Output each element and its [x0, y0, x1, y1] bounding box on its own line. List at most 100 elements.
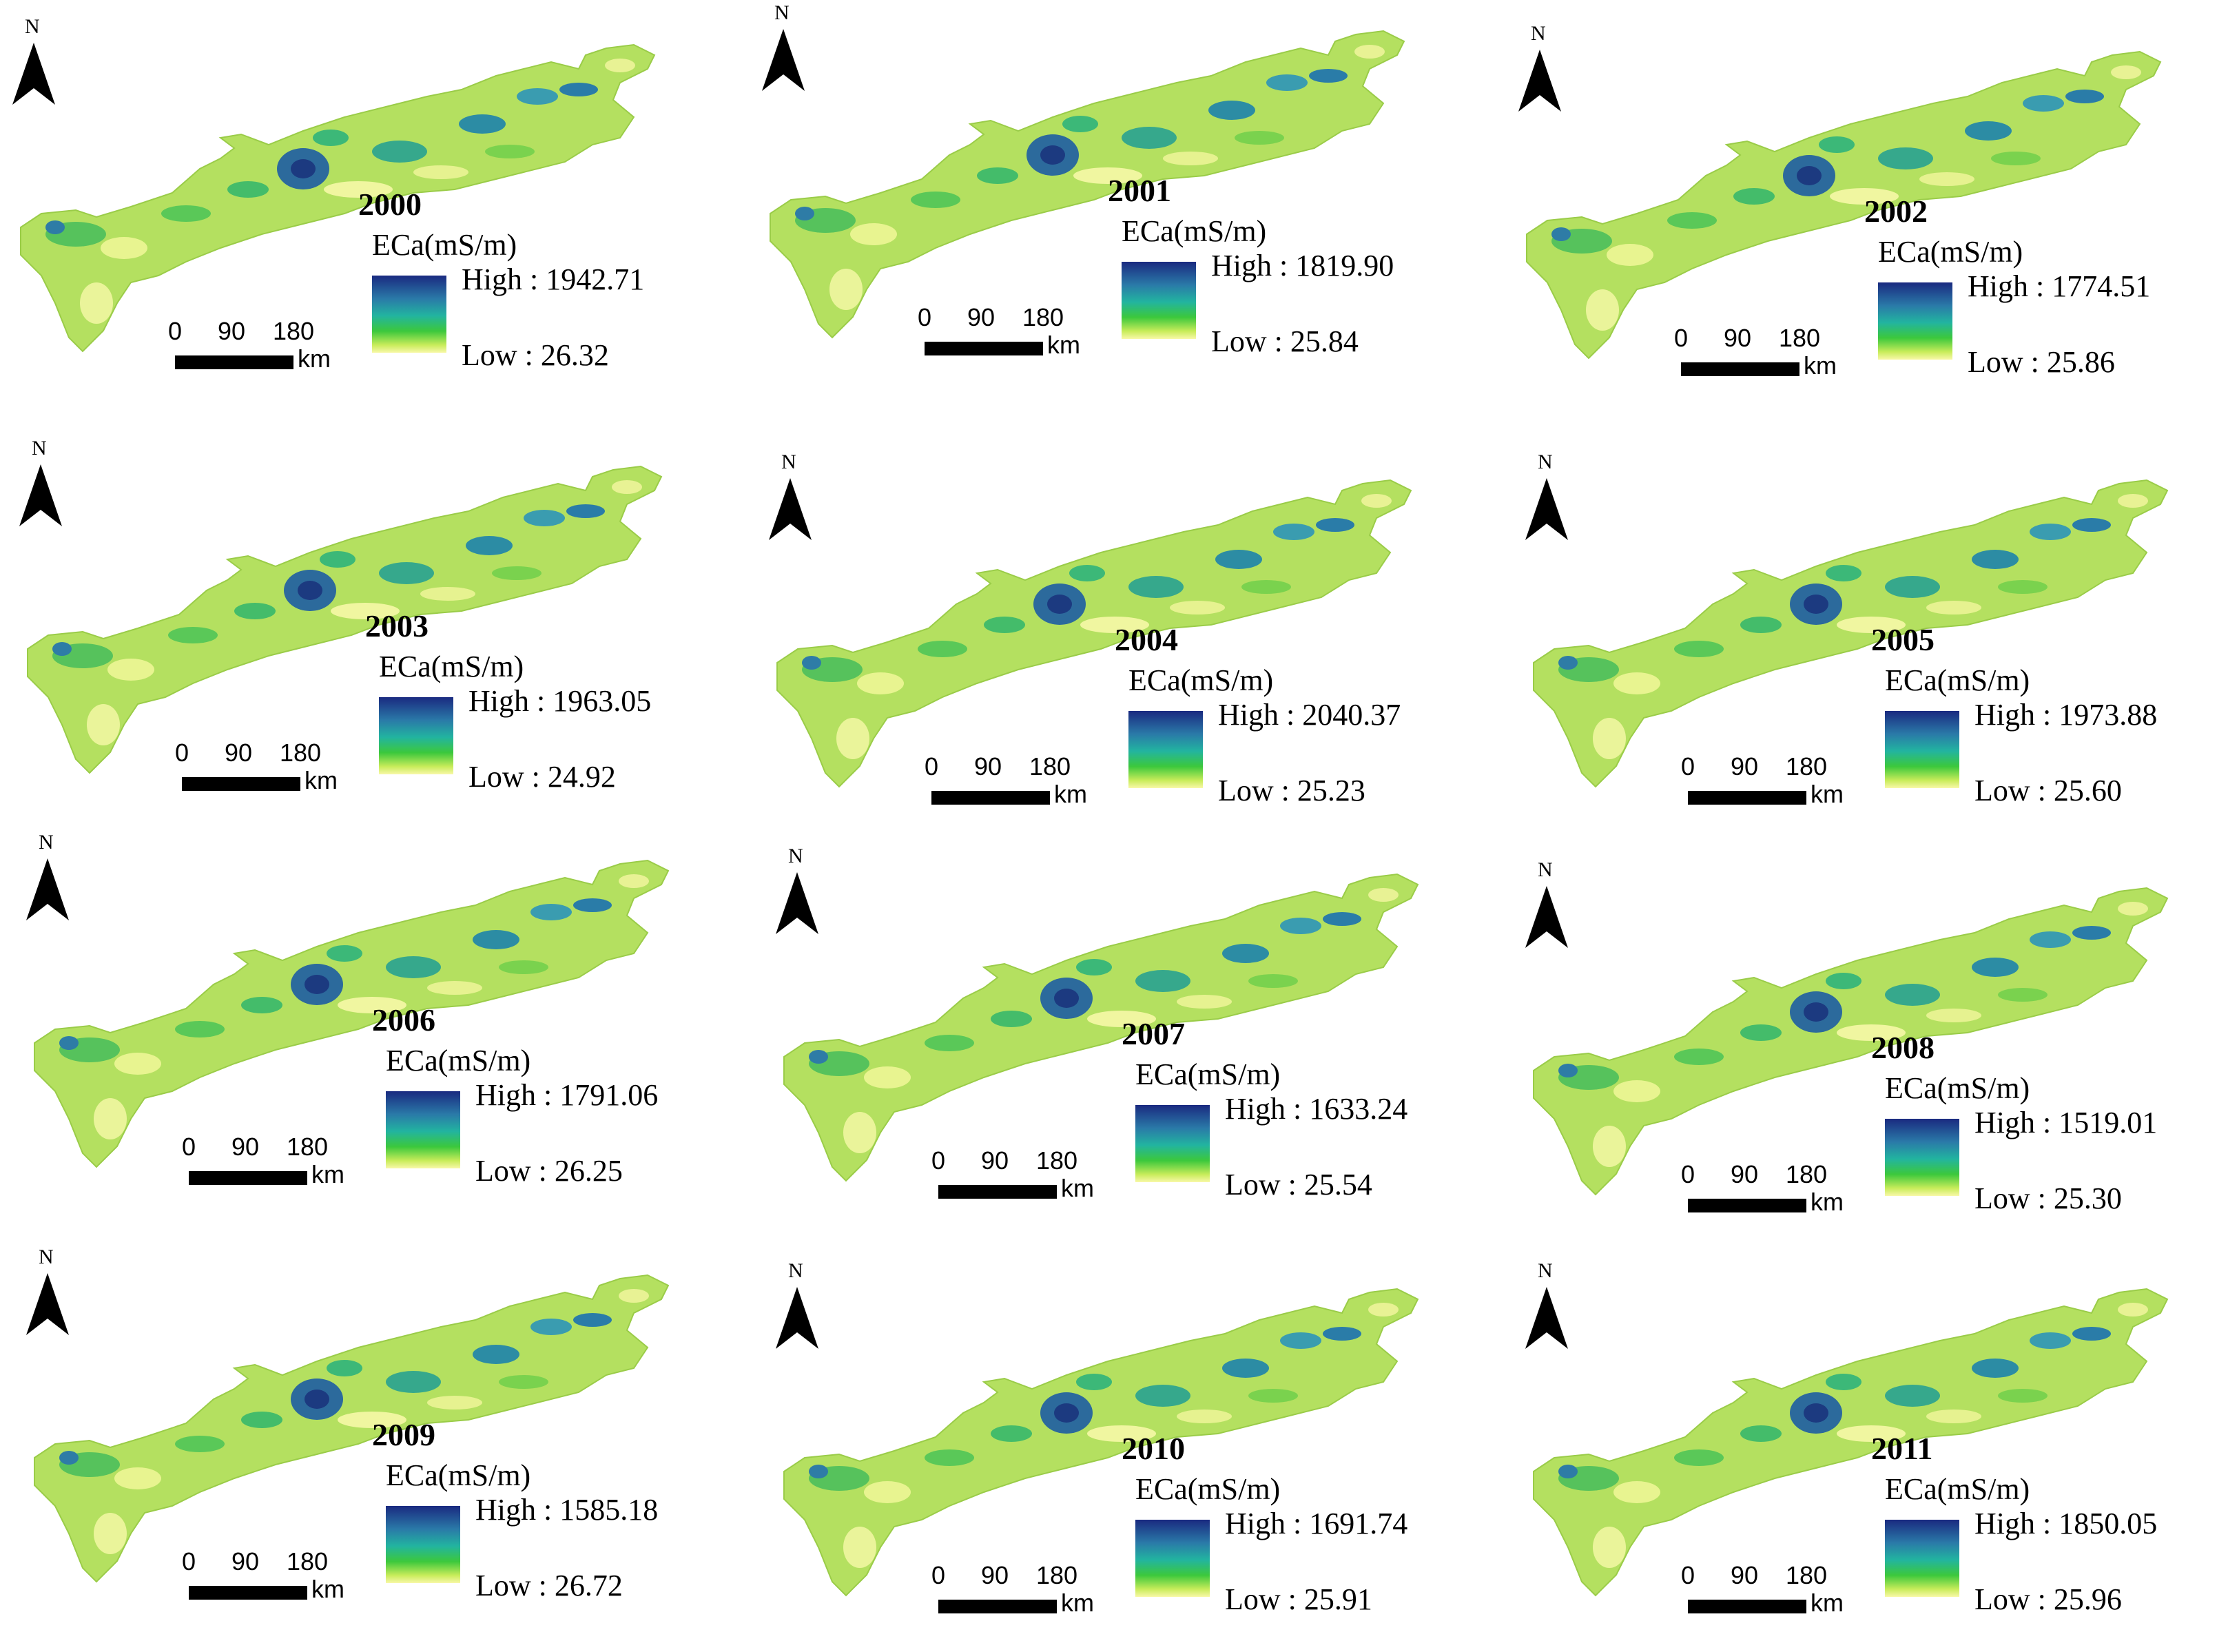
- scale-tick-0: 0: [182, 1547, 196, 1576]
- legend-high: High : 1850.05: [1974, 1506, 2157, 1541]
- scale-unit: km: [1811, 1188, 1844, 1216]
- eca-legend: ECa(mS/m) High : 1633.24 Low : 25.54: [1122, 1057, 1480, 1222]
- scale-unit: km: [1061, 1174, 1094, 1202]
- legend-color-ramp: [1878, 282, 1952, 360]
- legend-title: ECa(mS/m): [379, 650, 524, 683]
- scale-unit: km: [1811, 780, 1844, 808]
- salinity-patches: [1558, 1303, 2148, 1568]
- scale-tick-90: 90: [974, 752, 1002, 781]
- scale-unit: km: [1061, 1589, 1094, 1617]
- scale-bar-line: [1681, 362, 1799, 376]
- map-panel-2001: N 2001 0 90 180 km ECa(mS/m) High : 1819…: [750, 0, 1492, 394]
- legend-low: Low : 25.23: [1218, 773, 1365, 808]
- north-letter: N: [774, 1, 790, 24]
- legend-low-prefix: Low :: [475, 1154, 555, 1188]
- basin-map: [770, 30, 1405, 339]
- legend-high-value: 1942.71: [546, 262, 645, 296]
- scale-tick-180: 180: [1036, 1561, 1078, 1589]
- legend-low: Low : 24.92: [468, 759, 616, 794]
- legend-title: ECa(mS/m): [386, 1044, 531, 1077]
- legend-color-ramp: [1885, 1520, 1959, 1597]
- scale-bar: 0 90 180 km: [901, 303, 1080, 365]
- legend-low: Low : 25.86: [1968, 344, 2115, 380]
- legend-high-value: 1850.05: [2059, 1507, 2158, 1540]
- scale-tick-0: 0: [931, 1561, 946, 1589]
- scale-bar-line: [175, 355, 293, 369]
- scale-bar: 0 90 180 km: [915, 1561, 1094, 1623]
- legend-low-value: 24.92: [547, 760, 616, 794]
- scale-tick-90: 90: [1731, 752, 1759, 781]
- scale-tick-0: 0: [1681, 1561, 1695, 1589]
- legend-low-value: 25.96: [2053, 1582, 2122, 1616]
- legend-low: Low : 25.96: [1974, 1582, 2122, 1617]
- legend-low: Low : 25.54: [1225, 1167, 1372, 1202]
- scale-bar: 0 90 180 km: [908, 752, 1087, 814]
- scale-bar: 0 90 180 km: [915, 1146, 1094, 1208]
- scale-tick-0: 0: [925, 752, 939, 781]
- legend-high: High : 1791.06: [475, 1077, 658, 1113]
- legend-low: Low : 25.60: [1974, 773, 2122, 808]
- legend-high-prefix: High :: [1211, 249, 1296, 282]
- legend-low-prefix: Low :: [1974, 1582, 2054, 1616]
- north-arrow-icon: [26, 858, 69, 920]
- panel-year: 2003: [365, 608, 429, 643]
- legend-high-value: 2040.37: [1302, 698, 1401, 732]
- basin-map: [783, 873, 1419, 1182]
- legend-high: High : 1963.05: [468, 683, 651, 719]
- legend-high-value: 1791.06: [559, 1078, 659, 1112]
- basin-map: [34, 859, 670, 1168]
- legend-high: High : 1973.88: [1974, 697, 2157, 732]
- legend-title: ECa(mS/m): [1122, 214, 1267, 248]
- scale-tick-180: 180: [273, 317, 315, 345]
- legend-title: ECa(mS/m): [1885, 1472, 2030, 1506]
- legend-high-prefix: High :: [1225, 1092, 1310, 1126]
- map-panel-2003: N 2003 0 90 180 km ECa(mS/m) High : 1963…: [7, 422, 750, 829]
- legend-low-value: 26.72: [554, 1569, 623, 1602]
- north-arrow-icon: [1525, 478, 1568, 540]
- scale-unit: km: [311, 1575, 344, 1603]
- north-arrow: N: [26, 831, 74, 927]
- map-panel-2009: N 2009 0 90 180 km ECa(mS/m) High : 1585…: [14, 1230, 756, 1638]
- panel-year: 2011: [1871, 1431, 1933, 1466]
- map-panel-2005: N 2005 0 90 180 km ECa(mS/m) High : 1973…: [1513, 435, 2228, 843]
- scale-tick-180: 180: [1779, 324, 1821, 352]
- legend-title: ECa(mS/m): [1128, 663, 1274, 697]
- legend-low-value: 25.84: [1290, 324, 1359, 358]
- panel-year: 2001: [1108, 173, 1171, 208]
- salinity-patches: [809, 888, 1399, 1153]
- eca-legend: ECa(mS/m) High : 1519.01 Low : 25.30: [1871, 1071, 2228, 1236]
- salinity-patches: [802, 494, 1392, 759]
- legend-low-prefix: Low :: [1968, 345, 2047, 379]
- legend-low-value: 25.30: [2053, 1181, 2122, 1215]
- scale-tick-90: 90: [981, 1146, 1009, 1175]
- legend-high-value: 1691.74: [1309, 1507, 1408, 1540]
- map-panel-2000: N 2000 0 90 180 km ECa(mS/m) High : 1942…: [0, 0, 743, 408]
- legend-high-prefix: High :: [1218, 698, 1303, 732]
- north-letter: N: [788, 845, 803, 867]
- panel-year: 2006: [372, 1002, 435, 1037]
- legend-title: ECa(mS/m): [1135, 1057, 1281, 1091]
- legend-low-value: 25.91: [1303, 1582, 1372, 1616]
- north-letter: N: [1538, 1259, 1553, 1282]
- north-letter: N: [25, 15, 40, 38]
- scale-tick-90: 90: [231, 1133, 260, 1161]
- legend-high: High : 1691.74: [1225, 1506, 1407, 1541]
- legend-low-value: 25.60: [2053, 774, 2122, 807]
- legend-low-prefix: Low :: [1225, 1168, 1304, 1201]
- legend-title: ECa(mS/m): [386, 1458, 531, 1492]
- north-arrow: N: [1525, 858, 1574, 955]
- north-letter: N: [39, 831, 54, 854]
- north-arrow-icon: [762, 29, 805, 91]
- scale-tick-180: 180: [1786, 1561, 1828, 1589]
- panel-year: 2000: [358, 187, 422, 222]
- scale-tick-0: 0: [931, 1146, 946, 1175]
- legend-color-ramp: [1135, 1520, 1210, 1597]
- scale-tick-90: 90: [218, 317, 246, 345]
- basin-map: [1533, 1288, 2169, 1597]
- scale-tick-180: 180: [1786, 752, 1828, 781]
- scale-tick-180: 180: [1036, 1146, 1078, 1175]
- legend-low-value: 25.54: [1303, 1168, 1372, 1201]
- legend-color-ramp: [1885, 711, 1959, 788]
- legend-title: ECa(mS/m): [1885, 663, 2030, 697]
- scale-tick-0: 0: [1681, 1160, 1695, 1188]
